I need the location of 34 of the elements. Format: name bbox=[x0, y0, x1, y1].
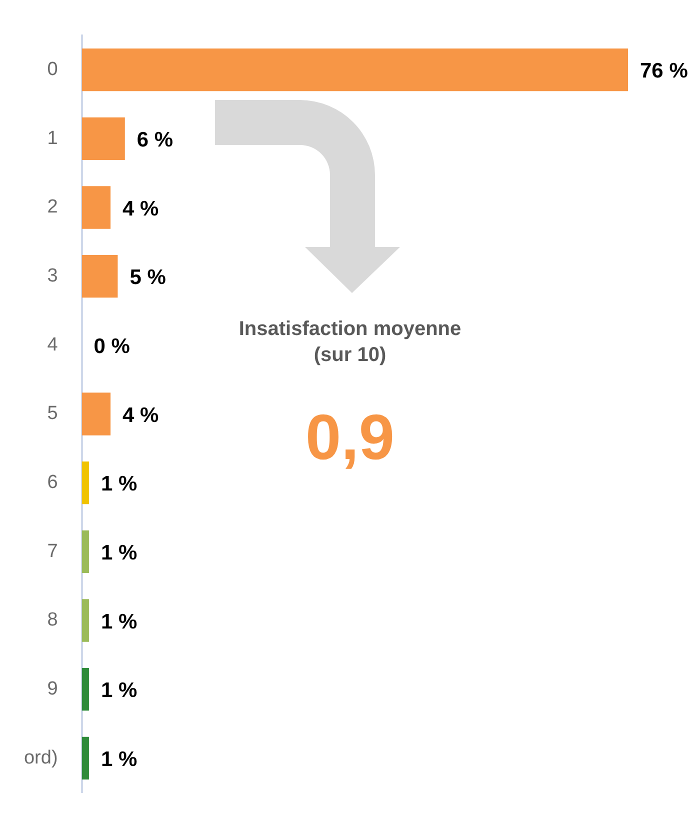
data-label: 1 % bbox=[100, 748, 138, 771]
bar bbox=[82, 117, 125, 160]
y-tick-label: 7 bbox=[47, 540, 58, 562]
data-label: 4 % bbox=[122, 404, 160, 427]
data-label: 1 % bbox=[100, 541, 138, 564]
y-tick-label: 6 bbox=[47, 472, 58, 494]
bar bbox=[82, 461, 89, 504]
annotation: Insatisfaction moyenne (sur 10) bbox=[238, 317, 462, 368]
y-tick-label: 1 bbox=[47, 128, 58, 149]
y-tick-label: ord) bbox=[24, 747, 58, 768]
data-label: 6 % bbox=[136, 128, 174, 152]
bar bbox=[82, 599, 89, 642]
y-tick-label: 9 bbox=[47, 678, 58, 700]
y-tick-label: 8 bbox=[47, 610, 58, 631]
annotation: 0,9 bbox=[304, 401, 396, 473]
bar bbox=[82, 530, 89, 574]
data-label: 0 % bbox=[94, 334, 130, 358]
data-label: 1 % bbox=[100, 610, 138, 634]
y-tick-label: 3 bbox=[47, 266, 58, 287]
bar bbox=[82, 48, 628, 92]
data-label: 4 % bbox=[122, 197, 160, 220]
y-tick-label: 2 bbox=[47, 196, 58, 218]
y-tick-label: 0 bbox=[47, 59, 58, 80]
data-label: 1 % bbox=[100, 679, 138, 702]
bar bbox=[82, 254, 118, 298]
bar bbox=[82, 736, 89, 780]
data-label: 5 % bbox=[130, 266, 166, 290]
bar bbox=[82, 186, 111, 229]
bar bbox=[82, 668, 89, 711]
data-label: 76 % bbox=[640, 60, 688, 83]
data-label: 1 % bbox=[100, 472, 138, 496]
y-tick-label: 5 bbox=[47, 403, 58, 424]
y-tick-label: 4 bbox=[47, 334, 58, 356]
bar bbox=[82, 392, 111, 436]
